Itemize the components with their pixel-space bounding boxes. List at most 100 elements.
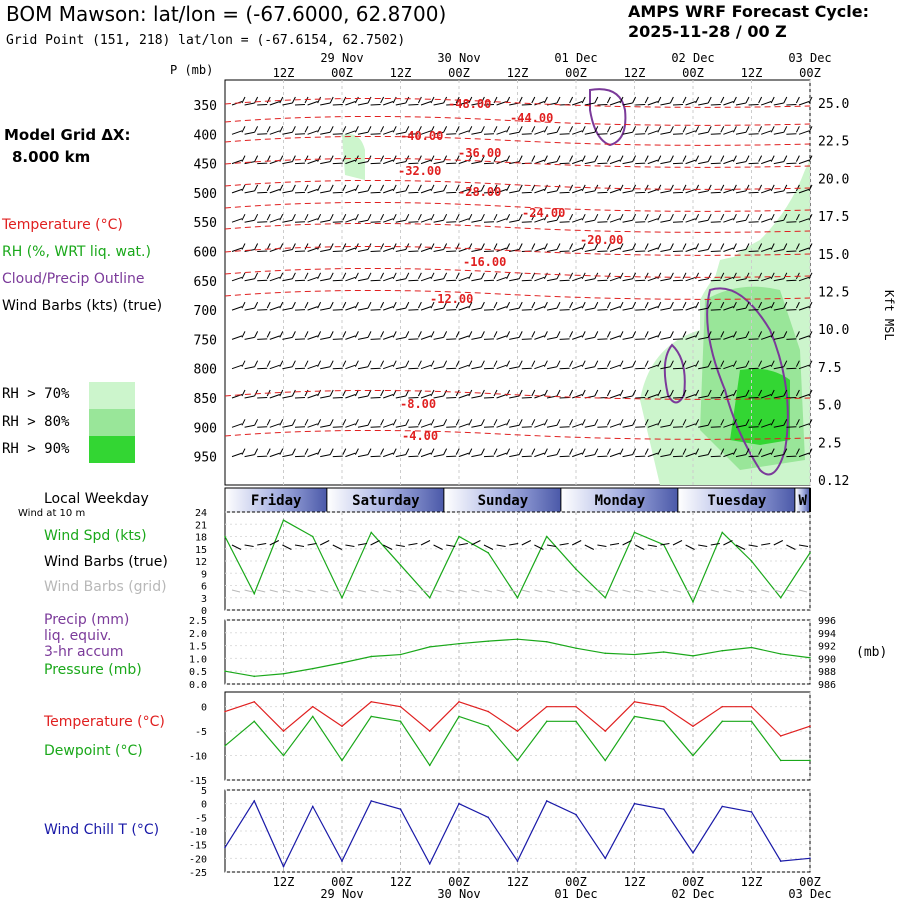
wind-barb-flag — [770, 184, 775, 192]
wind-barb — [383, 364, 394, 370]
wind-barb — [370, 191, 381, 194]
wind-barb — [660, 366, 671, 370]
wind-barb-flag — [405, 272, 410, 280]
wind-barb — [559, 338, 570, 340]
wind-barb-flag — [304, 331, 309, 338]
wind-barb — [672, 279, 684, 282]
wind-barb-flag — [644, 331, 649, 338]
wind-barb-flag — [455, 448, 460, 455]
wind-barb-flag — [241, 301, 246, 309]
wind-barb-flag — [606, 301, 611, 309]
wind-barb-flag — [594, 96, 599, 104]
series-point — [399, 705, 402, 708]
series-point — [575, 705, 577, 708]
surface-wind-barb — [395, 544, 405, 547]
surface-wind-barb — [282, 544, 292, 550]
wind-barb-flag — [392, 419, 397, 426]
wind-barb — [735, 161, 747, 165]
wind-barb-flag — [732, 243, 737, 250]
series-point — [545, 535, 548, 538]
wind-barb-flag — [531, 184, 536, 192]
wind-barb-flag — [632, 155, 637, 162]
wind-barb — [735, 219, 747, 223]
wind-barb-flag — [493, 96, 498, 104]
wind-barb-flag — [695, 213, 700, 221]
wind-barb — [244, 307, 255, 311]
wind-barb — [773, 336, 784, 340]
wind-barb-flag — [342, 360, 347, 367]
wind-barb-flag — [405, 213, 410, 221]
surface-wind-barb — [698, 544, 708, 547]
rh-legend-70-label: RH > 70% — [2, 386, 70, 402]
wind-barb-flag — [380, 360, 385, 367]
wind-barb — [320, 131, 331, 135]
series-point — [224, 710, 226, 713]
wind-barb-flag — [317, 184, 322, 192]
wind-barb-flag — [695, 301, 700, 309]
wind-barb — [294, 279, 306, 282]
series-point — [604, 730, 607, 732]
series-point — [604, 652, 607, 655]
wind-barb — [698, 366, 709, 370]
forecast-cycle-value: 2025-11-28 / 00 Z — [628, 22, 787, 41]
wind-barb-flag — [543, 243, 548, 250]
wind-barb — [735, 336, 747, 340]
wind-barb-flag — [745, 155, 750, 162]
series-point — [370, 800, 373, 802]
wind-barb-flag — [783, 213, 788, 221]
wind-barb-flag — [669, 272, 674, 280]
wind-barb — [509, 278, 520, 282]
wind-barb — [735, 102, 747, 106]
wind-barb — [420, 335, 432, 340]
wind-barb — [395, 219, 406, 223]
wind-barb-flag — [405, 301, 410, 309]
wind-barb-flag — [556, 301, 561, 309]
wind-barb-flag — [795, 301, 800, 309]
panel-y-tick-label: 0.5 — [189, 667, 207, 678]
wind-barb — [609, 306, 621, 311]
pressure-axis-label: P (mb) — [170, 63, 213, 77]
wind-barb — [269, 218, 280, 223]
wind-barb — [660, 131, 671, 135]
wind-barb — [572, 276, 583, 282]
wind-barb-flag — [695, 126, 700, 133]
temperature-contour-label: -12.00 — [430, 292, 473, 306]
wind-barb — [786, 104, 797, 106]
wind-barb-flag — [518, 331, 523, 338]
wind-barb-flag — [241, 155, 246, 162]
wind-barb — [723, 276, 734, 282]
bottom-hour-label: 00Z — [799, 875, 821, 889]
surface-grid-barb — [521, 589, 530, 593]
wind-barb-flag — [279, 389, 284, 397]
wind-barb-flag — [279, 360, 284, 367]
wind-barb — [798, 306, 810, 311]
wind-barb — [546, 249, 558, 252]
series-point — [399, 564, 402, 566]
wind-barb — [269, 188, 280, 194]
wind-barb — [446, 279, 457, 282]
series-point — [282, 672, 285, 675]
wind-barb-flag — [795, 213, 800, 221]
wind-barb-flag — [455, 272, 460, 280]
wind-barb-flag — [695, 243, 700, 250]
series-point — [575, 720, 577, 723]
wind-barb — [307, 364, 318, 370]
series-point — [224, 535, 226, 538]
wind-barb — [735, 278, 747, 282]
series-point — [721, 720, 724, 723]
wind-barb — [773, 102, 784, 106]
top-hour-label: 12Z — [507, 66, 529, 80]
wind-barb-flag — [380, 389, 385, 397]
wind-barb-flag — [758, 360, 763, 367]
wind-barb — [761, 188, 772, 194]
wind-barb — [446, 338, 457, 340]
surface-grid-barb — [786, 589, 795, 593]
surface-grid-barb — [647, 589, 656, 593]
wind-barb-flag — [430, 448, 435, 455]
wind-barb — [320, 249, 331, 252]
series-point — [662, 720, 665, 723]
wind-barb-flag — [531, 301, 536, 309]
wind-barb — [660, 424, 671, 428]
wind-barb — [345, 306, 356, 311]
wind-barb — [521, 455, 532, 458]
